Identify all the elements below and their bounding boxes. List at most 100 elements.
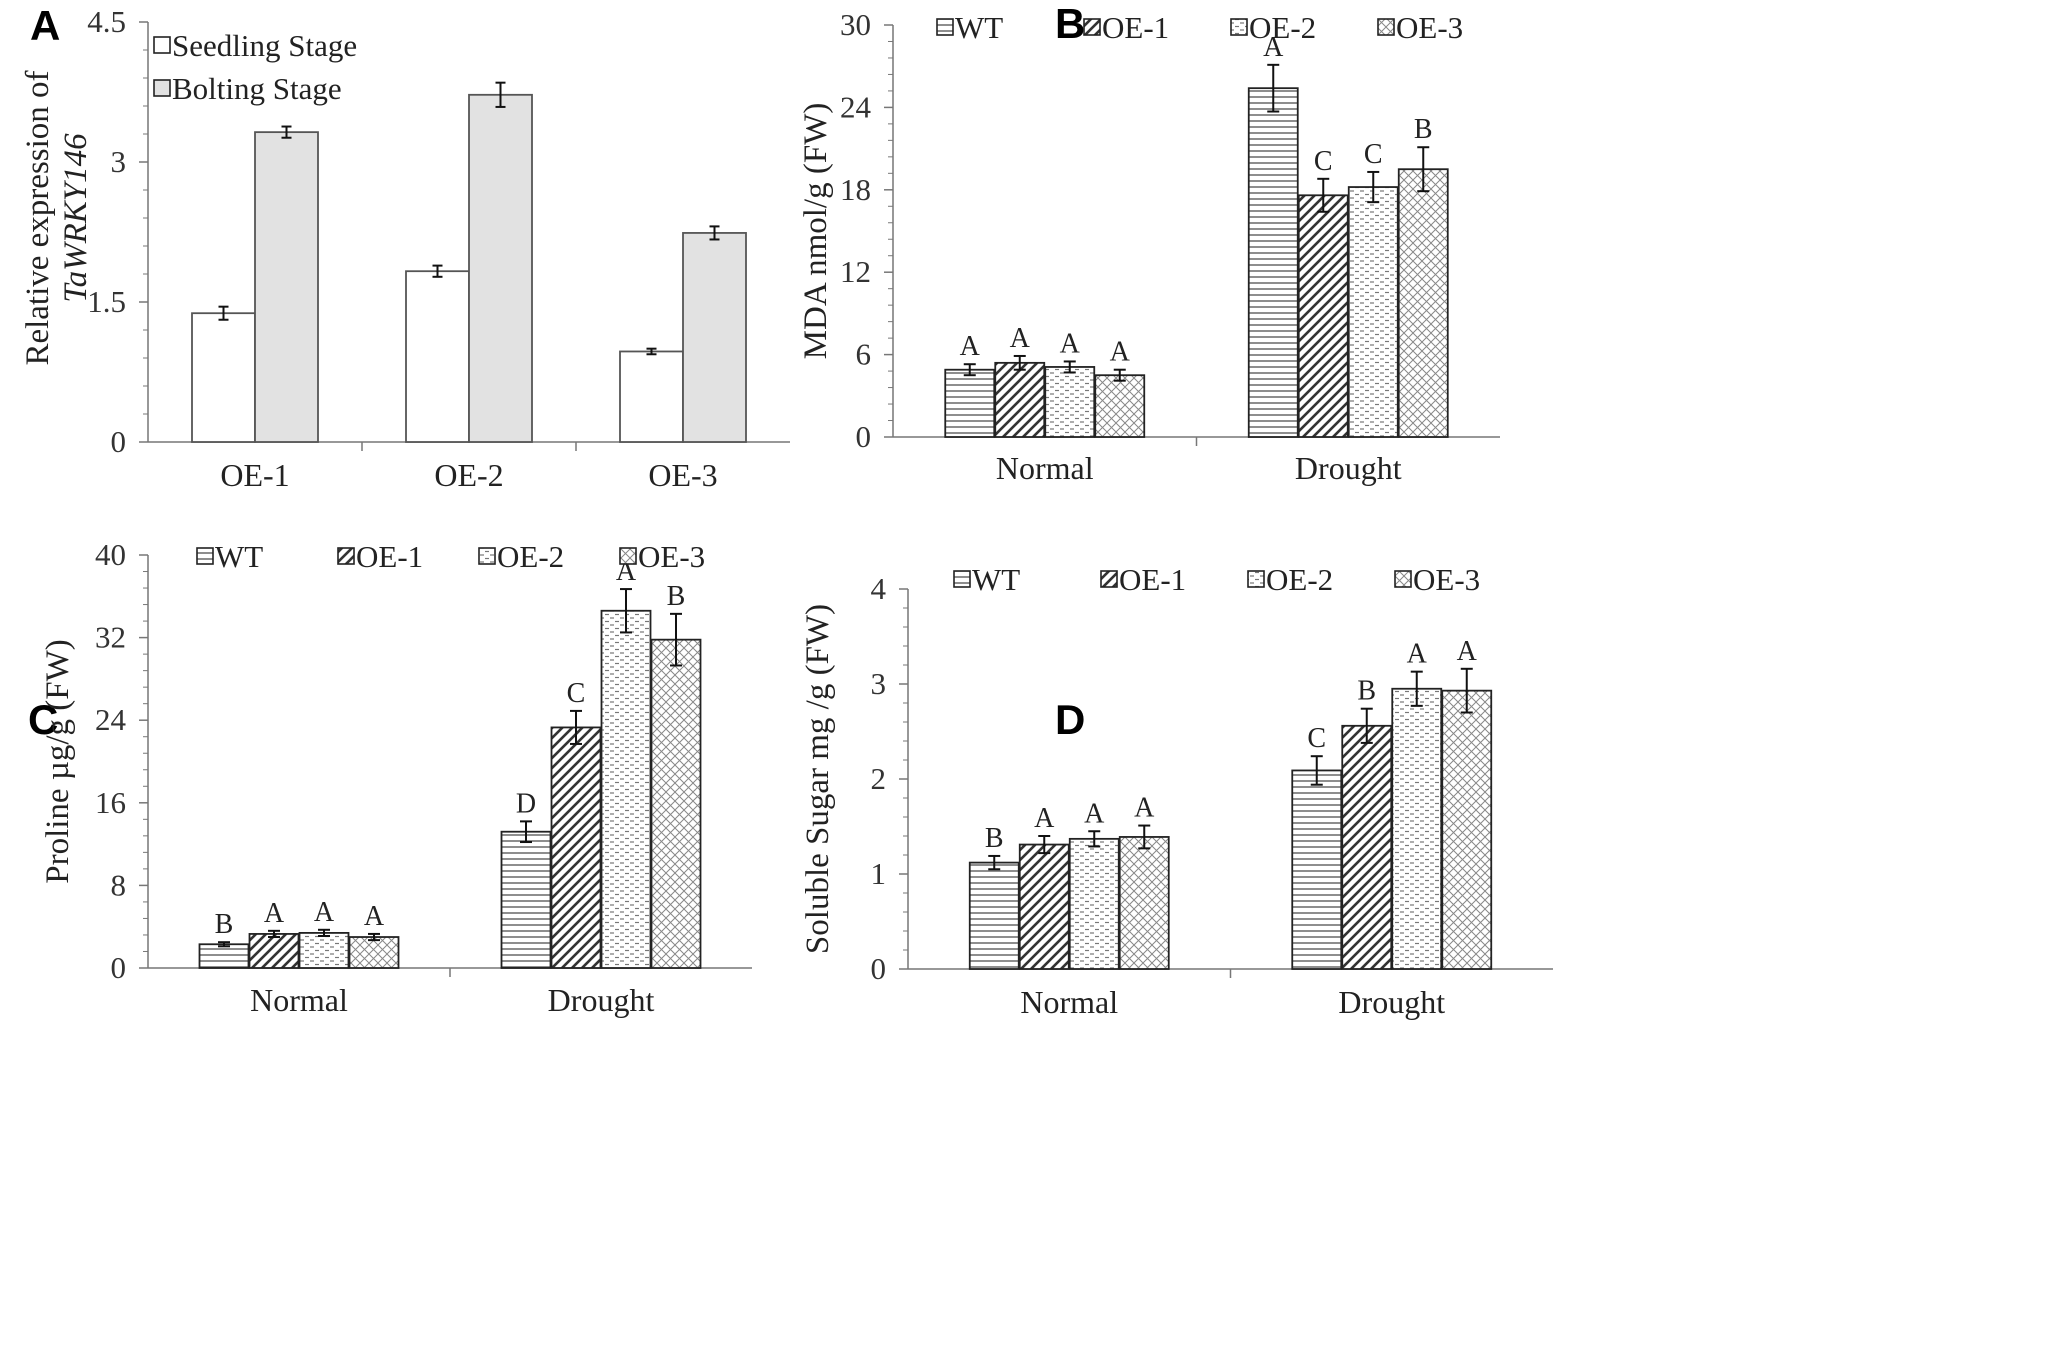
significance-label: A	[1060, 328, 1081, 359]
y-tick-label: 3	[871, 666, 887, 701]
legend-swatch	[153, 79, 171, 97]
bar-d-wt-normal	[968, 861, 1020, 970]
bar-c-oe-3-normal	[348, 936, 400, 969]
bar-d-oe-2-normal	[1068, 837, 1120, 970]
y-axis-label: MDA nmol/g (FW)	[798, 103, 834, 360]
significance-label: C	[1307, 723, 1326, 754]
bar-b-oe-2-drought	[1347, 186, 1399, 438]
significance-label: A	[314, 897, 335, 928]
y-tick-label: 1.5	[87, 284, 126, 319]
bar-d-wt-drought	[1291, 769, 1343, 970]
significance-label: A	[364, 901, 385, 932]
bar-c-oe-2-drought	[600, 609, 652, 969]
bar-b-wt-drought	[1247, 87, 1299, 438]
legend-swatch	[1100, 570, 1118, 588]
significance-label: A	[1084, 798, 1105, 829]
legend-swatch	[953, 570, 971, 588]
error-bar	[268, 929, 280, 939]
bar-c-oe-2-normal	[298, 931, 350, 969]
bar-c-wt-normal	[198, 943, 250, 969]
y-tick-label: 24	[840, 89, 872, 124]
legend-label: WT	[972, 562, 1020, 597]
error-bar	[988, 854, 1001, 871]
y-tick-label: 0	[111, 950, 127, 985]
significance-label: A	[1407, 639, 1428, 670]
error-bar	[1267, 63, 1280, 113]
bar-d-oe-3-normal	[1118, 836, 1170, 970]
y-tick-label: 8	[111, 867, 127, 902]
bar-a-seedling-stage-oe-1	[191, 312, 256, 443]
bar-a-seedling-stage-oe-3	[619, 350, 684, 443]
legend-item: WT	[196, 539, 263, 574]
x-category-label: OE-3	[648, 457, 717, 493]
y-tick-label: 18	[840, 172, 871, 207]
legend-label: WT	[215, 539, 263, 574]
bar-b-oe-1-normal	[994, 361, 1046, 438]
bar-a-bolting-stage-oe-3	[682, 232, 747, 443]
legend-swatch	[619, 547, 637, 565]
y-axis-label: Soluble Sugar mg /g (FW)	[800, 604, 836, 954]
significance-label: B	[215, 909, 234, 940]
legend-item: OE-3	[1377, 10, 1463, 45]
x-category-label: OE-1	[220, 457, 289, 493]
y-tick-label: 0	[111, 424, 127, 459]
y-tick-label: 3	[111, 144, 127, 179]
legend-swatch	[196, 547, 214, 565]
error-bar	[670, 612, 682, 667]
legend-swatch	[478, 547, 496, 565]
error-bar	[620, 588, 632, 634]
legend-label: OE-2	[1266, 562, 1333, 597]
legend-label: OE-3	[638, 539, 705, 574]
legend-swatch	[153, 36, 171, 54]
legend-item: OE-1	[1083, 10, 1169, 45]
error-bar	[570, 709, 582, 745]
legend-item: OE-3	[1394, 562, 1480, 597]
legend-swatch	[1377, 18, 1395, 36]
significance-label: B	[667, 581, 686, 612]
legend: Seedling Stage Bolting Stage	[153, 28, 357, 106]
legend-item: WT	[936, 10, 1003, 45]
x-category-label: Drought	[1338, 984, 1445, 1020]
error-bar	[281, 125, 292, 139]
bar-d-oe-1-drought	[1341, 724, 1393, 970]
bar-a-bolting-stage-oe-2	[468, 93, 533, 443]
significance-label: C	[1364, 139, 1383, 170]
legend: WT OE-1 OE-2 OE-3	[936, 10, 1463, 45]
bar-d-oe-1-normal	[1018, 843, 1070, 970]
error-bar	[1317, 177, 1330, 213]
legend-item: Bolting Stage	[153, 71, 342, 106]
significance-label: C	[1314, 146, 1333, 177]
x-category-label: Drought	[548, 982, 655, 1018]
x-category-label: Normal	[1020, 984, 1118, 1020]
y-axis-label: Relative expression of	[20, 70, 56, 365]
y-tick-label: 6	[856, 337, 872, 372]
error-bar	[1310, 755, 1323, 786]
y-tick-label: 4.5	[87, 4, 126, 39]
legend-label: OE-1	[1119, 562, 1186, 597]
legend-item: OE-1	[337, 539, 423, 574]
bar-b-oe-3-drought	[1397, 168, 1449, 438]
error-bar	[495, 81, 506, 108]
significance-label: C	[567, 678, 586, 709]
y-tick-label: 32	[95, 620, 126, 655]
error-bar	[368, 932, 380, 942]
y-tick-label: 24	[95, 702, 127, 737]
error-bar	[218, 941, 230, 948]
bar-c-wt-drought	[500, 830, 552, 969]
significance-label: A	[1010, 323, 1031, 354]
legend: WT OE-1 OE-2 OE-3	[196, 539, 705, 574]
significance-label: B	[985, 823, 1004, 854]
significance-label: B	[1414, 114, 1433, 145]
error-bar	[1063, 360, 1076, 374]
legend-item: OE-3	[619, 539, 705, 574]
significance-label: A	[960, 331, 981, 362]
y-tick-label: 16	[95, 785, 126, 820]
panel-d-letter: D	[1055, 696, 1085, 743]
x-category-label: Drought	[1295, 450, 1402, 486]
legend-label: Seedling Stage	[172, 28, 357, 63]
y-tick-label: 12	[840, 254, 871, 289]
significance-label: A	[1263, 32, 1284, 63]
significance-label: D	[516, 788, 536, 819]
legend-label: WT	[955, 10, 1003, 45]
